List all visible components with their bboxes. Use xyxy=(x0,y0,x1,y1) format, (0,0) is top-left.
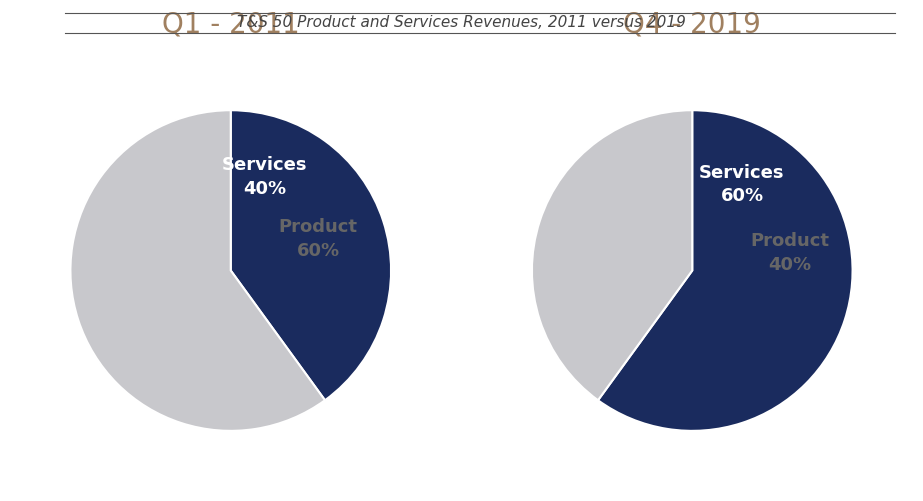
Text: Services
60%: Services 60% xyxy=(700,164,785,205)
Text: Product
40%: Product 40% xyxy=(750,232,830,274)
Text: Product
60%: Product 60% xyxy=(279,218,357,260)
Text: T&S 50 Product and Services Revenues, 2011 versus 2019: T&S 50 Product and Services Revenues, 20… xyxy=(237,15,686,30)
Wedge shape xyxy=(532,110,692,400)
Text: Q4 - 2019: Q4 - 2019 xyxy=(623,10,761,38)
Wedge shape xyxy=(598,110,853,431)
Wedge shape xyxy=(70,110,325,431)
Text: Q1 - 2011: Q1 - 2011 xyxy=(162,10,300,38)
Wedge shape xyxy=(231,110,391,400)
Text: Services
40%: Services 40% xyxy=(222,156,307,198)
